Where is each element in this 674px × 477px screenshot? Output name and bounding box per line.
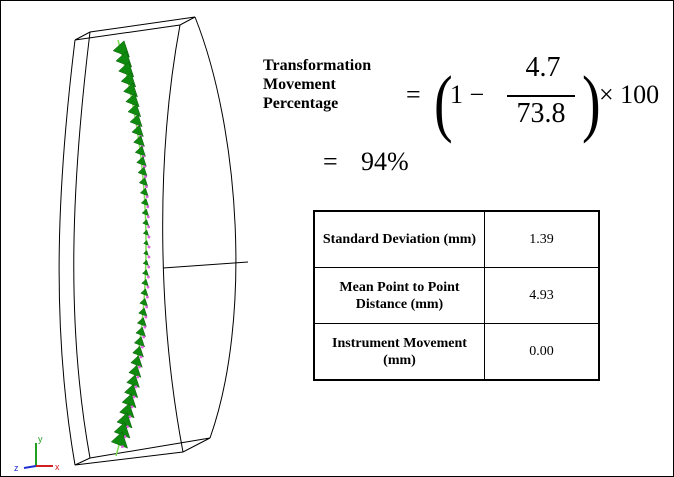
movement-cone xyxy=(120,71,137,88)
formula-label: Transformation Movement Percentage xyxy=(263,56,371,113)
outline-cut-line xyxy=(162,261,249,269)
movement-cone xyxy=(138,307,148,317)
movement-cone xyxy=(140,198,149,207)
row-value: 1.39 xyxy=(484,210,600,268)
point-marker xyxy=(143,325,147,329)
movement-cone xyxy=(140,288,149,297)
movement-cone xyxy=(142,229,150,236)
movement-cone xyxy=(127,103,142,118)
movement-cone xyxy=(141,208,150,217)
point-marker xyxy=(147,245,151,249)
row-value: 4.93 xyxy=(484,267,600,324)
axis-z-line xyxy=(23,465,37,469)
movement-cone xyxy=(143,240,149,246)
movement-cone xyxy=(141,269,149,277)
outline-bottom-face xyxy=(74,437,211,466)
movement-cone xyxy=(137,166,148,177)
axis-z-label: z xyxy=(14,463,19,473)
movement-cone xyxy=(133,336,146,348)
fraction-numerator: 4.7 xyxy=(525,52,561,83)
point-marker xyxy=(145,305,149,309)
stats-table: Standard Deviation (mm) 1.39 Mean Point … xyxy=(313,210,600,381)
point-marker xyxy=(123,435,127,439)
outline-top-face xyxy=(74,16,196,41)
point-marker xyxy=(130,405,134,409)
movement-cone xyxy=(135,326,146,338)
formula-label-line: Movement xyxy=(263,76,336,93)
outline-left-inner-edge xyxy=(73,31,91,459)
movement-cone xyxy=(142,259,149,266)
movement-cone xyxy=(125,93,140,108)
table-row: Mean Point to Point Distance (mm) 4.93 xyxy=(313,267,600,324)
formula-label-line: Transformation xyxy=(263,57,372,74)
point-marker xyxy=(141,345,144,349)
movement-cone xyxy=(132,345,144,358)
times-hundred: × 100 xyxy=(599,80,660,109)
axis-x-label: x xyxy=(55,462,60,472)
point-marker xyxy=(144,315,148,319)
table-row: Standard Deviation (mm) 1.39 xyxy=(313,210,600,268)
point-marker xyxy=(138,365,141,369)
movement-cone xyxy=(138,177,149,187)
point-marker xyxy=(128,415,132,419)
point-marker xyxy=(147,235,151,239)
movement-cone xyxy=(143,250,149,256)
fraction-denominator: 73.8 xyxy=(516,98,566,129)
equals-sign: = xyxy=(406,80,421,109)
row-label: Instrument Movement (mm) xyxy=(313,323,485,381)
movement-cone xyxy=(139,297,149,307)
movement-cone xyxy=(136,156,147,167)
row-label: Mean Point to Point Distance (mm) xyxy=(313,267,485,324)
open-paren: ( xyxy=(434,61,453,146)
point-marker xyxy=(145,185,148,189)
point-marker xyxy=(134,385,138,389)
movement-cone xyxy=(129,114,143,128)
one-minus-term: 1 − xyxy=(450,80,485,109)
bone-outline xyxy=(58,16,249,466)
point-marker xyxy=(132,395,136,399)
axis-y-label: y xyxy=(38,434,43,444)
point-marker xyxy=(147,275,150,279)
movement-cone xyxy=(142,219,150,227)
point-marker xyxy=(146,205,150,209)
movement-cone xyxy=(133,135,145,147)
movement-cone xyxy=(134,145,146,157)
outline-right-edge xyxy=(194,16,237,439)
movement-cone xyxy=(130,355,143,368)
movement-cone xyxy=(139,187,149,197)
point-marker xyxy=(146,215,150,219)
point-marker xyxy=(126,425,129,429)
point-marker xyxy=(136,375,140,379)
movement-cone xyxy=(123,82,138,98)
point-marker xyxy=(147,265,151,269)
point-marker xyxy=(142,335,146,339)
row-label: Standard Deviation (mm) xyxy=(313,210,485,268)
point-marker xyxy=(146,295,149,299)
outline-mid-edge xyxy=(162,24,184,453)
movement-cone xyxy=(136,317,147,328)
close-paren: ) xyxy=(582,61,601,146)
point-marker xyxy=(147,255,151,259)
point-marker xyxy=(145,195,149,199)
movement-cone xyxy=(110,431,129,449)
formula-label-line: Percentage xyxy=(263,95,339,112)
row-value: 0.00 xyxy=(484,323,600,381)
movement-cone xyxy=(131,124,144,138)
point-marker xyxy=(146,285,150,289)
movement-cone xyxy=(141,278,149,287)
point-marker xyxy=(121,445,124,449)
outline-left-outer-edge xyxy=(58,39,76,466)
axis-triad: y x z xyxy=(14,434,60,473)
fraction-bar xyxy=(507,95,575,97)
equals-sign: = xyxy=(323,147,338,176)
point-marker xyxy=(147,225,151,229)
movement-cones xyxy=(110,40,151,449)
table-row: Instrument Movement (mm) 0.00 xyxy=(313,323,600,381)
point-marker xyxy=(139,355,143,359)
result-value: 94% xyxy=(361,147,409,176)
